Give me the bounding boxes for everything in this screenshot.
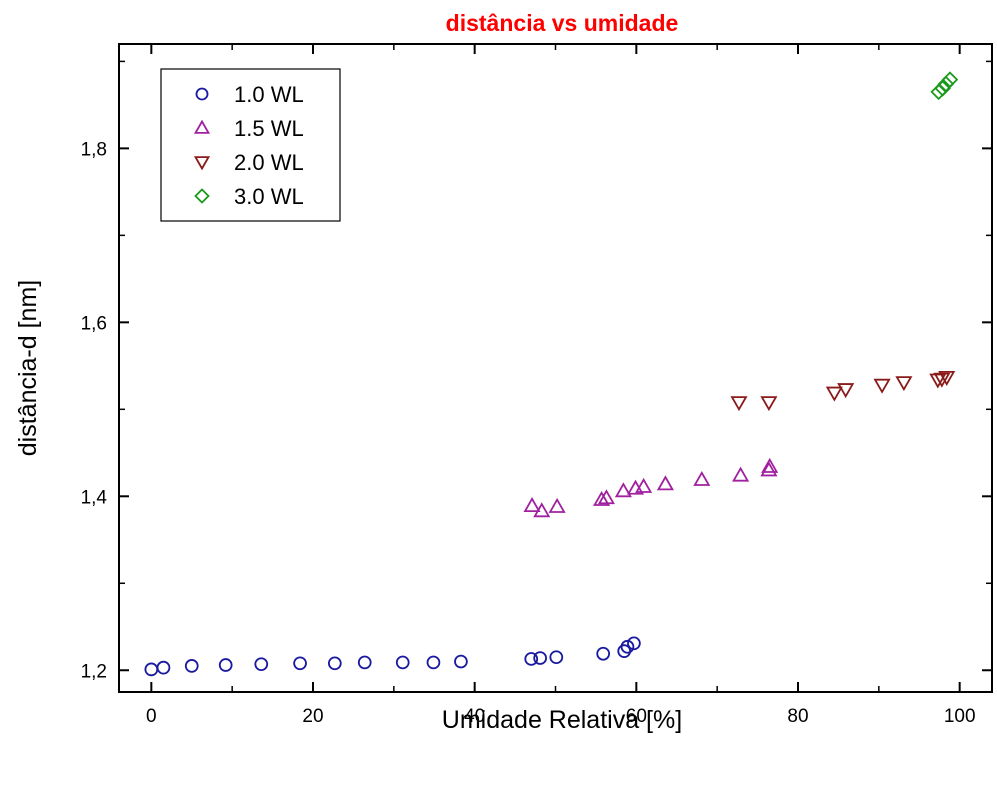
data-point — [293, 656, 307, 671]
data-point — [620, 639, 635, 654]
data-point — [593, 490, 611, 506]
data-point — [825, 386, 843, 402]
y-tick-label: 1,8 — [81, 139, 107, 160]
y-axis-label: distância-d [nm] — [14, 280, 42, 456]
chart-title: distância vs umidade — [446, 10, 679, 36]
data-point — [760, 461, 778, 477]
series-2-0-wl — [730, 370, 956, 412]
data-point — [327, 656, 342, 671]
data-point — [395, 655, 410, 670]
data-point — [730, 396, 748, 412]
legend-marker — [193, 119, 211, 134]
data-point — [895, 376, 913, 392]
y-tick-label: 1,2 — [81, 661, 107, 682]
x-tick-label: 100 — [944, 706, 976, 727]
data-point — [656, 475, 674, 491]
axis-ticks: 0 20 40 60 80 100 1,2 1,4 1,6 1,8 — [81, 44, 992, 727]
x-tick-label: 0 — [146, 706, 157, 727]
legend: 1.0 WL 1.5 WL 2.0 WL 3.0 WL — [160, 68, 341, 222]
data-point — [941, 71, 959, 88]
data-point — [596, 646, 611, 661]
data-point — [873, 378, 891, 394]
legend-marker — [193, 156, 211, 171]
data-point — [254, 657, 269, 672]
data-point — [533, 502, 551, 518]
x-tick-label: 60 — [626, 706, 647, 727]
data-point — [837, 383, 855, 399]
data-point — [523, 497, 541, 513]
legend-box — [160, 68, 341, 222]
data-point — [934, 80, 951, 97]
data-point — [627, 636, 641, 651]
data-point — [184, 659, 199, 673]
legend-label: 3.0 WL — [234, 184, 304, 209]
data-point — [938, 370, 956, 386]
data-point — [597, 489, 615, 505]
data-point — [144, 662, 159, 677]
y-tick-label: 1,4 — [81, 487, 108, 508]
data-point — [614, 482, 632, 498]
x-tick-label: 20 — [302, 706, 323, 727]
data-point — [732, 466, 750, 482]
data-point — [548, 497, 566, 513]
data-point — [937, 75, 955, 93]
data-point — [524, 652, 539, 666]
series-3-0-wl — [930, 71, 959, 101]
legend-label: 2.0 WL — [234, 150, 304, 175]
legend-label: 1.5 WL — [234, 116, 304, 141]
data-point — [426, 655, 441, 670]
data-point — [218, 658, 233, 672]
data-point — [693, 470, 711, 486]
data-point — [156, 660, 171, 675]
data-markers — [144, 71, 959, 677]
data-point — [761, 457, 779, 473]
data-point — [357, 655, 372, 670]
data-point — [533, 651, 547, 665]
x-tick-label: 80 — [787, 706, 808, 727]
data-point — [933, 372, 951, 388]
data-point — [549, 650, 564, 665]
x-axis-label: Umidade Relativa [%] — [442, 706, 682, 734]
legend-label: 1.0 WL — [234, 82, 304, 107]
data-point — [454, 654, 468, 669]
series-1-0-wl — [144, 636, 641, 677]
series-1-5-wl — [523, 457, 779, 518]
y-tick-label: 1,6 — [81, 313, 107, 334]
legend-marker — [194, 188, 210, 204]
x-tick-label: 40 — [464, 706, 485, 727]
legend-marker — [195, 87, 209, 101]
data-point — [635, 477, 653, 493]
data-point — [760, 396, 778, 412]
